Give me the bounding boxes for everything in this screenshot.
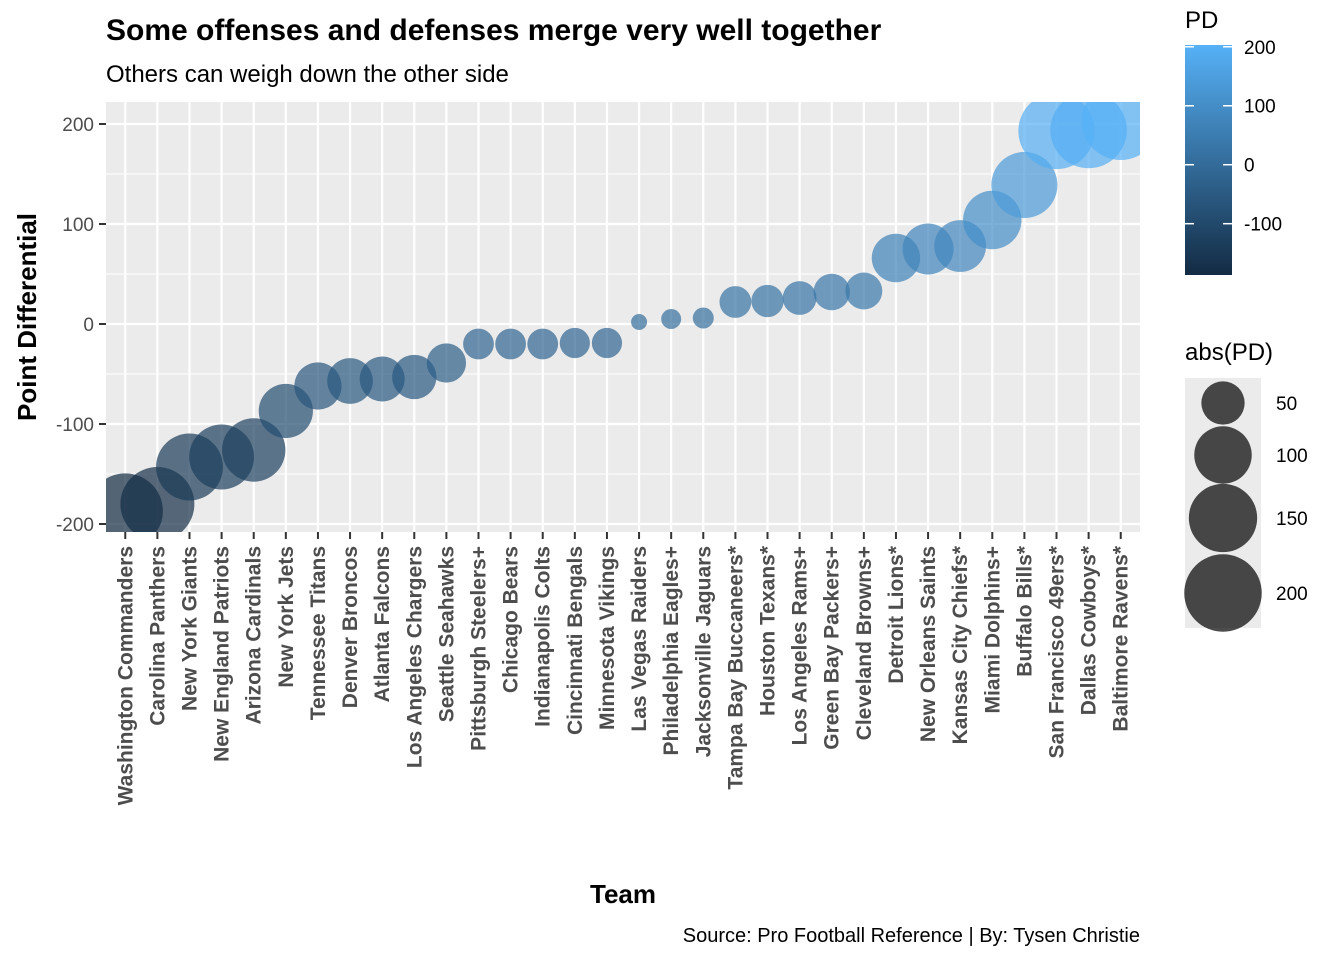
x-tick-label: Denver Broncos [339, 546, 362, 708]
data-point [1081, 102, 1140, 160]
color-legend-title: PD [1185, 7, 1218, 34]
size-legend-label: 100 [1276, 446, 1308, 467]
x-axis: Washington Commanders Carolina Panthers Ne… [114, 532, 1133, 805]
data-point [426, 343, 467, 383]
x-tick-label: Chicago Bears [500, 546, 523, 693]
color-legend: PD 200 100 0 -100 [1185, 7, 1282, 275]
size-legend-key [1184, 554, 1262, 632]
data-point [527, 328, 559, 360]
color-legend-label: 0 [1244, 156, 1255, 177]
data-point [661, 309, 682, 329]
size-legend-key [1201, 381, 1245, 425]
color-legend-label: -100 [1244, 215, 1282, 236]
x-tick-label: Los Angeles Chargers [403, 546, 426, 768]
x-tick-label: Washington Commanders [114, 546, 137, 805]
size-legend-key [1194, 426, 1252, 484]
size-legend-keys: 50 100 150 200 [1184, 381, 1308, 632]
x-tick-label: New York Jets [275, 546, 298, 688]
x-tick-label: Minnesota Vikings [596, 546, 619, 730]
size-legend-title: abs(PD) [1185, 339, 1273, 366]
data-point [719, 286, 752, 318]
data-point [559, 327, 590, 359]
data-point [631, 314, 648, 330]
size-legend-label: 150 [1276, 509, 1308, 530]
x-tick-label: Detroit Lions* [885, 545, 908, 683]
data-point [751, 284, 784, 318]
x-tick-label: Los Angeles Rams+ [789, 546, 812, 745]
data-point [222, 418, 286, 482]
x-tick-label: Seattle Seahawks [435, 546, 458, 722]
y-tick-label: 0 [83, 315, 94, 336]
chart-subtitle: Others can weigh down the other side [106, 61, 509, 88]
x-tick-label: Kansas City Chiefs* [949, 545, 972, 744]
data-points [106, 102, 1140, 532]
x-tick-label: Baltimore Ravens* [1110, 545, 1133, 731]
x-tick-label: Jacksonville Jaguars [692, 546, 715, 757]
x-axis-title: Team [590, 879, 656, 909]
size-legend: abs(PD) 50 100 150 200 [1184, 339, 1308, 632]
data-point [392, 354, 437, 400]
x-tick-label: Tennessee Titans [307, 546, 330, 720]
x-tick-label: Tampa Bay Buccaneers* [724, 545, 747, 789]
x-tick-label: Indianapolis Colts [532, 546, 555, 727]
data-point [327, 358, 373, 404]
y-axis-title: Point Differential [12, 213, 42, 421]
y-tick-label: 100 [62, 215, 94, 236]
data-point [359, 356, 405, 402]
color-legend-bar [1185, 45, 1232, 275]
y-tick-label: -200 [56, 515, 94, 536]
y-axis: -200 -100 0 100 200 [56, 115, 106, 536]
size-legend-key [1188, 483, 1258, 553]
chart-caption: Source: Pro Football Reference | By: Tys… [683, 925, 1140, 947]
x-tick-label: Arizona Cardinals [243, 546, 266, 725]
data-point [692, 307, 714, 329]
data-point [591, 327, 623, 359]
x-tick-label: San Francisco 49ers* [1046, 545, 1069, 758]
x-tick-label: Cincinnati Bengals [564, 546, 587, 735]
size-legend-label: 200 [1276, 584, 1308, 605]
x-tick-label: Las Vegas Raiders [628, 546, 651, 732]
x-tick-label: Carolina Panthers [146, 546, 169, 726]
x-tick-label: Green Bay Packers+ [821, 546, 844, 750]
data-point [991, 151, 1058, 219]
color-legend-label: 100 [1244, 97, 1276, 118]
x-tick-label: Pittsburgh Steelers+ [467, 546, 490, 751]
x-tick-label: Houston Texans* [757, 545, 780, 716]
chart-title: Some offenses and defenses merge very we… [106, 14, 882, 47]
color-legend-label: 200 [1244, 38, 1276, 59]
x-tick-label: Dallas Cowboys* [1078, 545, 1101, 715]
x-tick-label: Cleveland Browns+ [853, 546, 876, 740]
x-tick-label: New England Patriots [211, 546, 234, 762]
data-point [845, 272, 883, 310]
x-tick-label: New Orleans Saints [917, 546, 940, 742]
data-point [495, 328, 526, 360]
data-point [463, 328, 494, 360]
x-tick-label: New York Giants [178, 546, 201, 711]
x-tick-label: Buffalo Bills* [1013, 545, 1036, 677]
y-tick-label: -100 [56, 415, 94, 436]
color-legend-ticks: 200 100 0 -100 [1185, 38, 1282, 236]
x-tick-label: Miami Dolphins+ [981, 546, 1004, 713]
x-tick-label: Atlanta Falcons [371, 546, 394, 702]
y-tick-label: 200 [62, 115, 94, 136]
x-tick-label: Philadelphia Eagles+ [660, 546, 683, 756]
data-point [782, 281, 817, 315]
data-point [813, 273, 850, 311]
size-legend-label: 50 [1276, 394, 1297, 415]
